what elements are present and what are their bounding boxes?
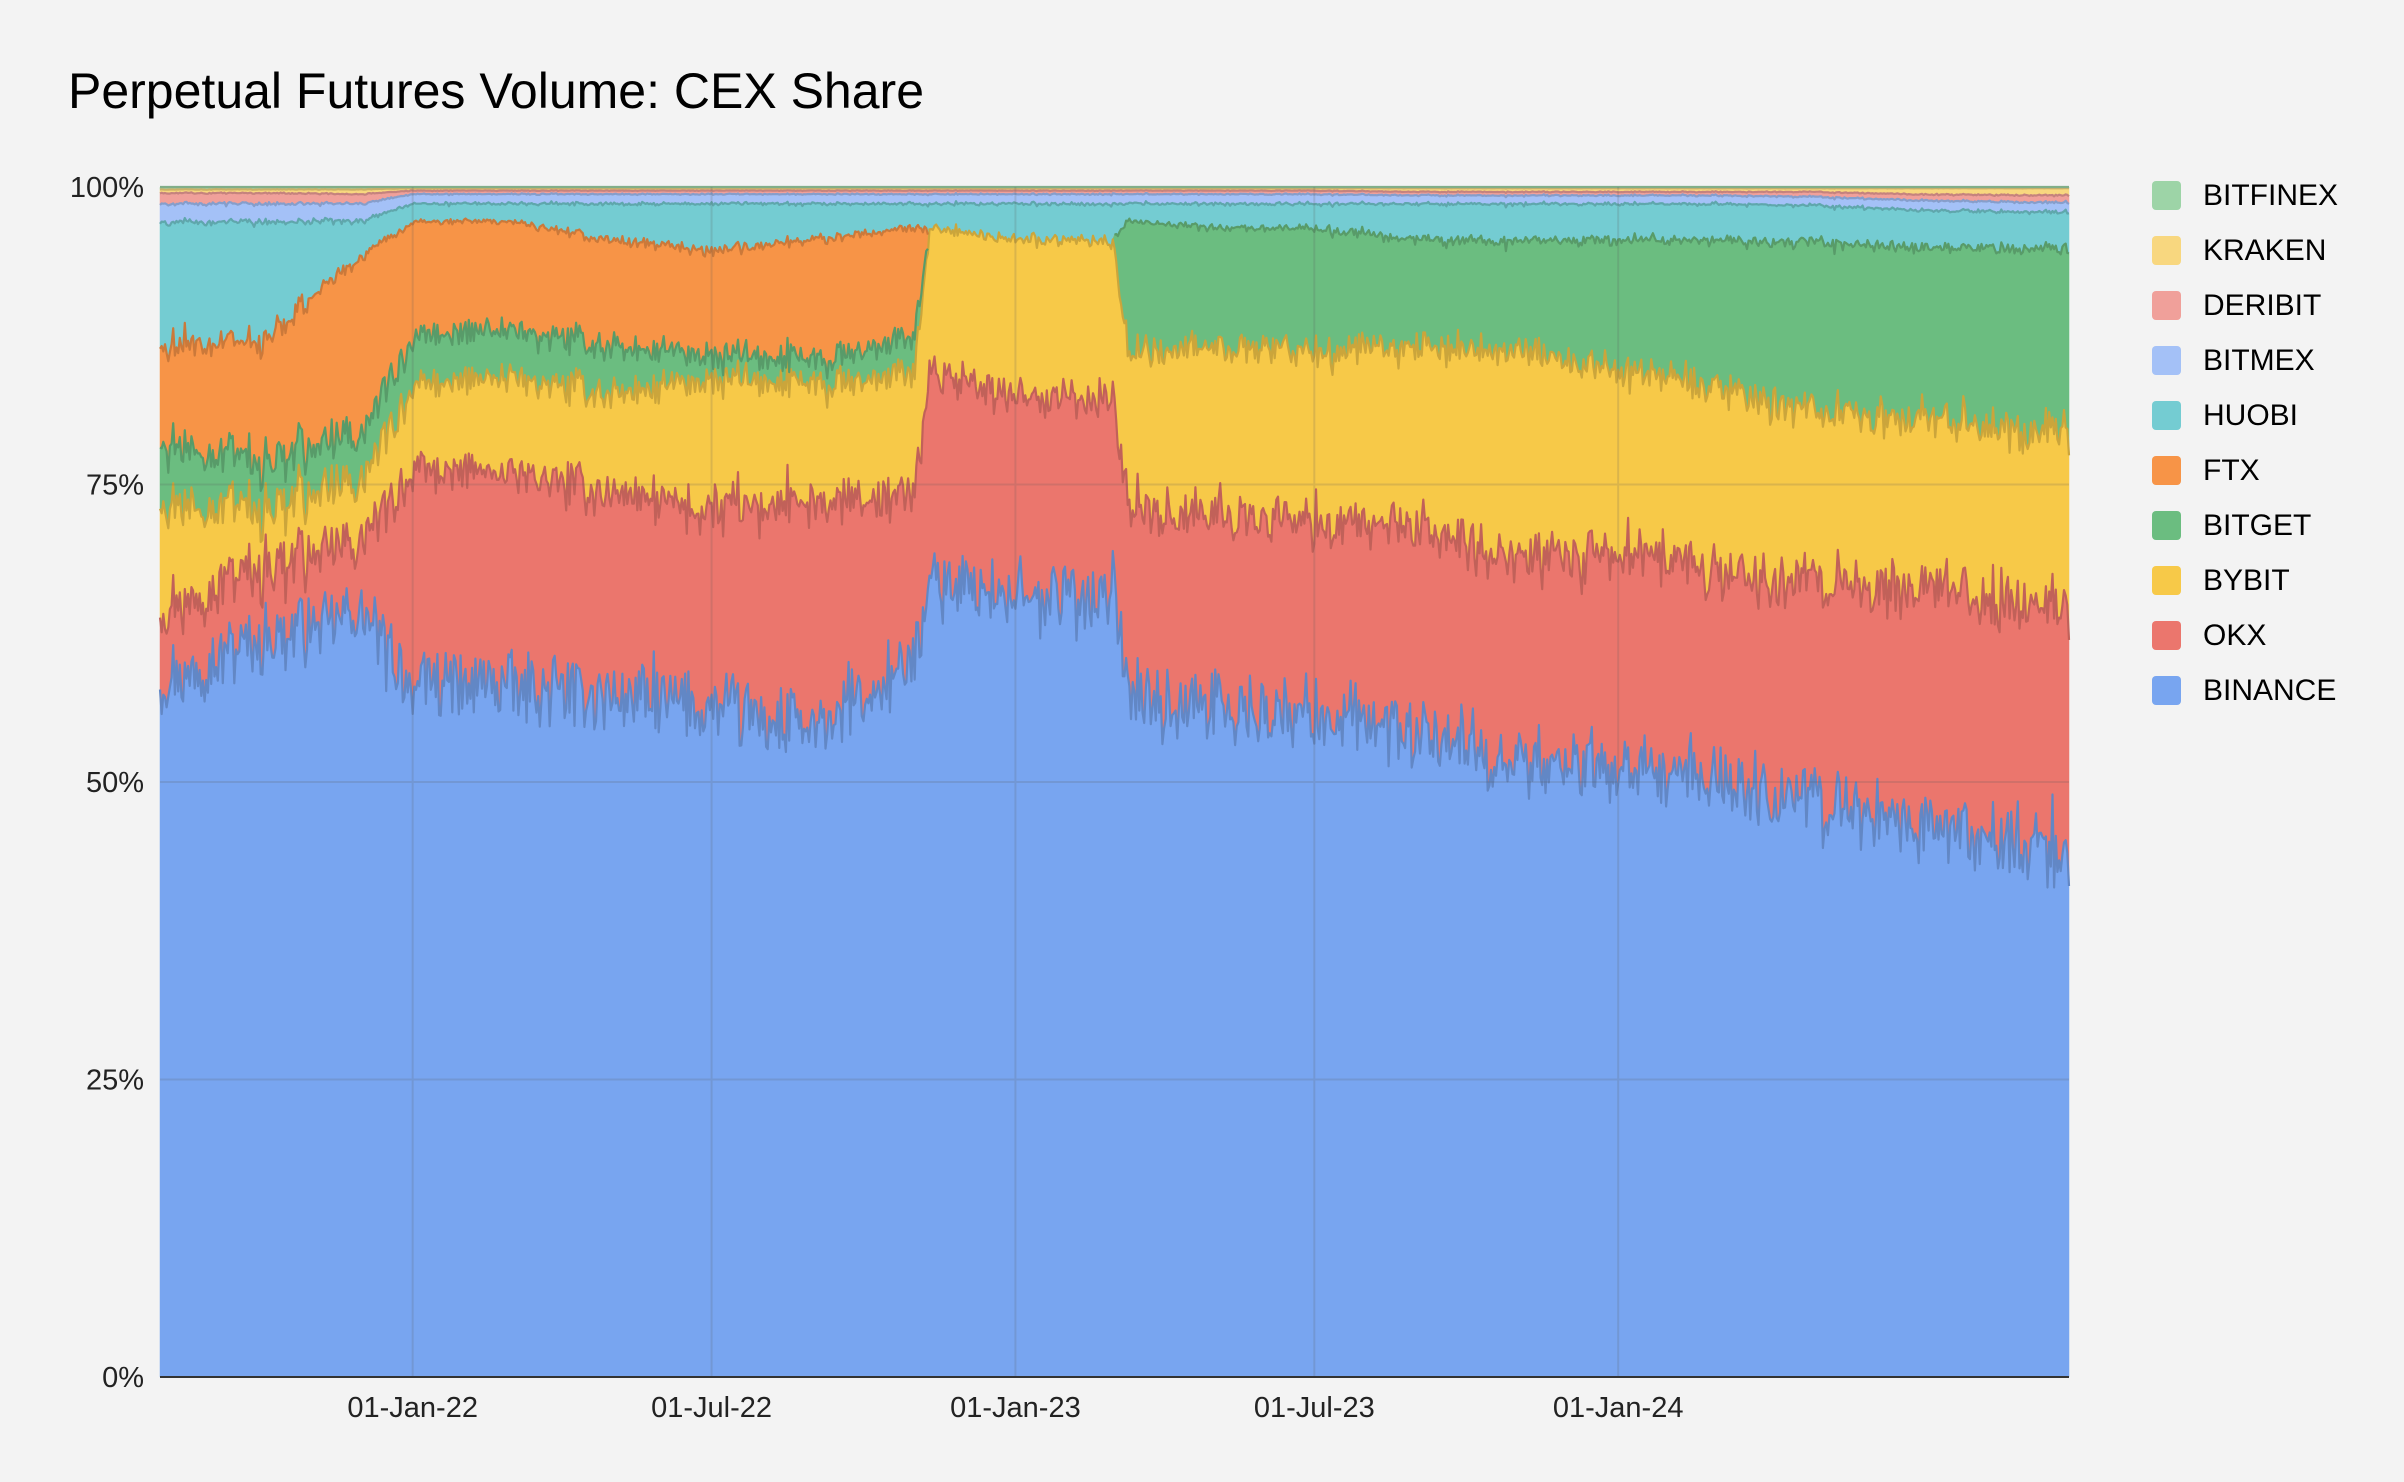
series-line-huobi (159, 200, 2070, 228)
legend-swatch (2152, 236, 2181, 265)
legend-swatch (2152, 566, 2181, 595)
legend-item-binance[interactable]: BINANCE (2152, 663, 2338, 718)
legend-item-bitget[interactable]: BITGET (2152, 498, 2338, 553)
y-tick-label-0pct: 0% (102, 1362, 144, 1394)
legend-item-bitfinex[interactable]: BITFINEX (2152, 168, 2338, 223)
series-line-deribit (159, 189, 2070, 198)
legend-swatch (2152, 346, 2181, 375)
series-line-okx (158, 355, 2071, 640)
y-tick-label-25pct: 25% (86, 1065, 144, 1097)
x-tick-label-01-Jan-22: 01-Jan-22 (347, 1392, 478, 1424)
legend-label: BITMEX (2203, 343, 2315, 377)
series-edge-group (158, 185, 2071, 889)
legend-swatch (2152, 291, 2181, 320)
legend-label: OKX (2203, 618, 2267, 652)
series-line-ftx (159, 217, 929, 363)
series-line-bybit (158, 223, 2071, 544)
legend-swatch (2152, 621, 2181, 650)
legend-item-bitmex[interactable]: BITMEX (2152, 333, 2338, 388)
legend-item-kraken[interactable]: KRAKEN (2152, 223, 2338, 278)
legend-swatch (2152, 511, 2181, 540)
x-tick-label-01-Jan-24: 01-Jan-24 (1553, 1392, 1684, 1424)
legend-swatch (2152, 181, 2181, 210)
series-line-kraken (159, 186, 2070, 191)
x-tick-label-01-Jul-22: 01-Jul-22 (651, 1392, 772, 1424)
legend-item-bybit[interactable]: BYBIT (2152, 553, 2338, 608)
chart-legend: BITFINEX KRAKEN DERIBIT BITMEX HUOBI FTX BITGE… (2152, 168, 2338, 718)
legend-item-okx[interactable]: OKX (2152, 608, 2338, 663)
legend-label: FTX (2203, 453, 2260, 487)
legend-label: BITFINEX (2203, 178, 2339, 212)
legend-swatch (2152, 676, 2181, 705)
legend-item-huobi[interactable]: HUOBI (2152, 388, 2338, 443)
y-tick-label-75pct: 75% (86, 470, 144, 502)
y-tick-label-100pct: 100% (70, 172, 144, 204)
series-line-bitmex (159, 192, 2070, 208)
legend-swatch (2152, 456, 2181, 485)
legend-item-deribit[interactable]: DERIBIT (2152, 278, 2338, 333)
x-tick-label-01-Jan-23: 01-Jan-23 (950, 1392, 1081, 1424)
legend-label: BYBIT (2203, 563, 2290, 597)
legend-label: BINANCE (2203, 673, 2337, 707)
y-tick-label-50pct: 50% (86, 767, 144, 799)
gridlines-overlay (160, 187, 2069, 1377)
chart-title: Perpetual Futures Volume: CEX Share (68, 63, 925, 119)
legend-swatch (2152, 401, 2181, 430)
series-line-bitget (159, 217, 2070, 493)
legend-label: HUOBI (2203, 398, 2299, 432)
x-tick-label-01-Jul-23: 01-Jul-23 (1254, 1392, 1375, 1424)
legend-label: DERIBIT (2203, 288, 2322, 322)
series-line-binance (158, 549, 2071, 889)
legend-label: KRAKEN (2203, 233, 2327, 267)
legend-item-ftx[interactable]: FTX (2152, 443, 2338, 498)
legend-label: BITGET (2203, 508, 2312, 542)
